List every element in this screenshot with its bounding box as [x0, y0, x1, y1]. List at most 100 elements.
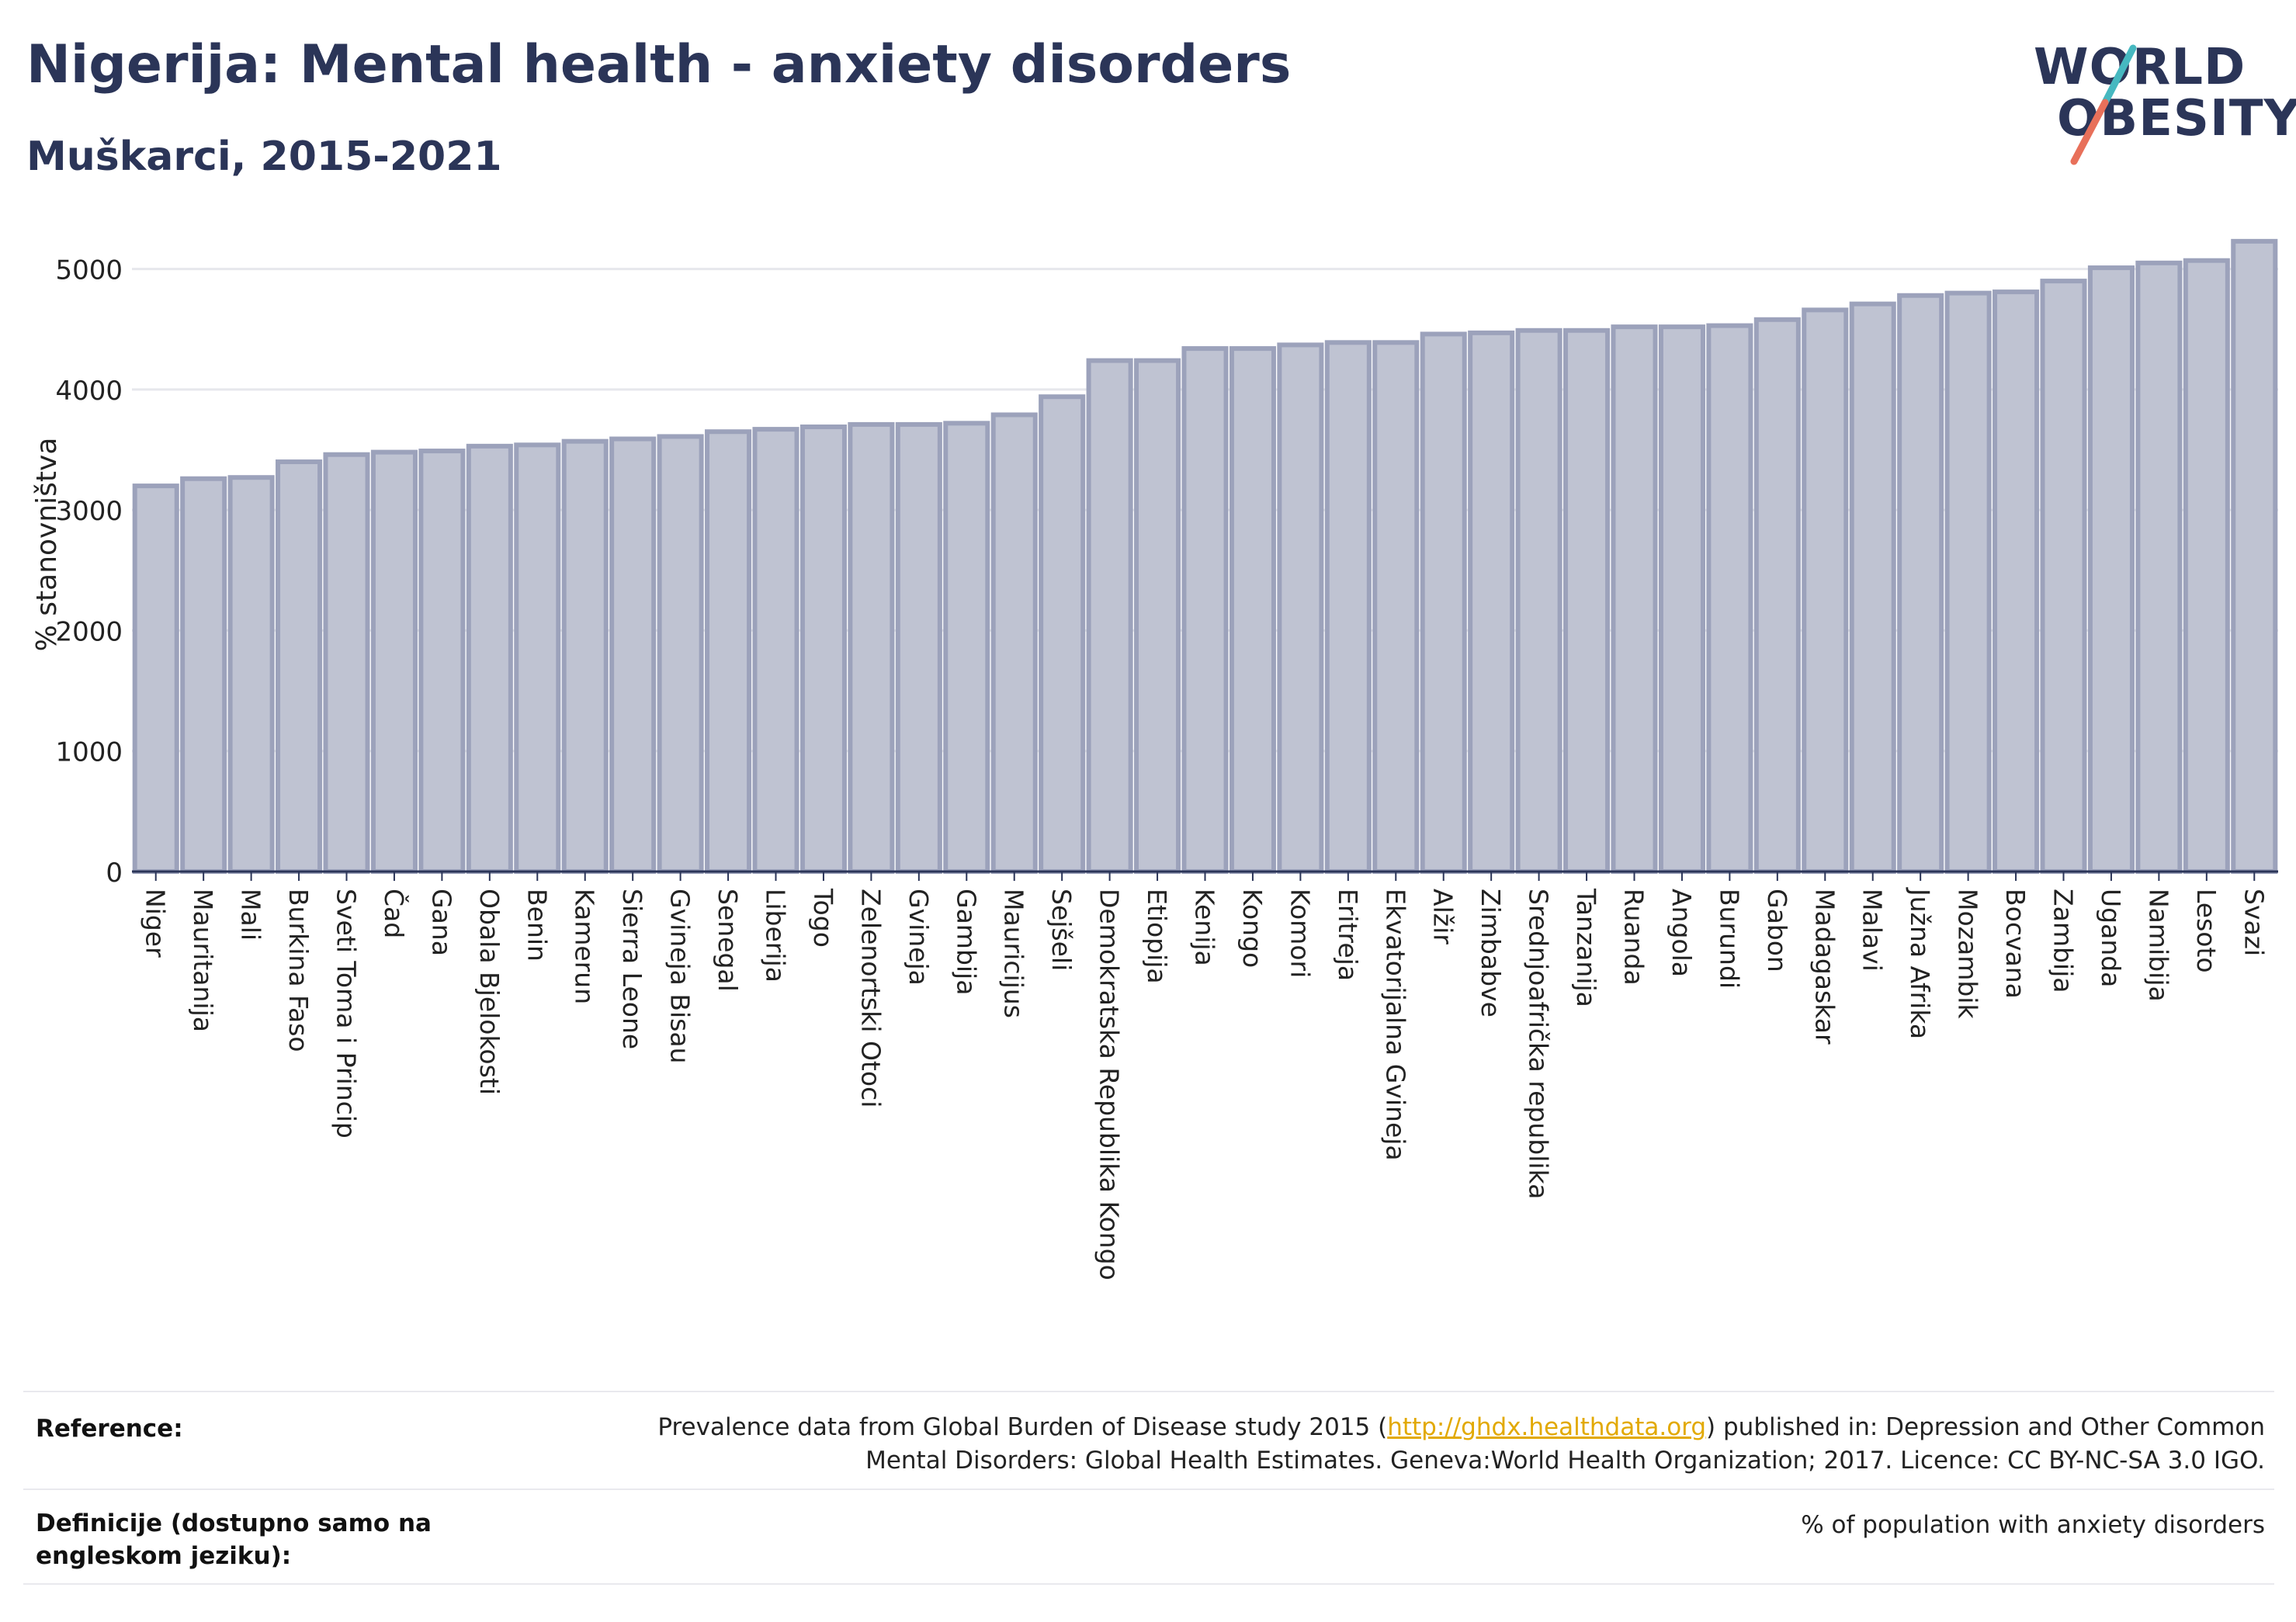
- x-tick-label: Zambija: [2048, 889, 2079, 993]
- bar: [895, 421, 942, 874]
- definition-label: Definicije (dostupno samo na engleskom j…: [36, 1509, 432, 1570]
- bar: [1181, 346, 1229, 874]
- bar: [1039, 394, 1086, 875]
- bar: [370, 449, 418, 874]
- bar: [752, 427, 799, 874]
- definition-text: % of population with anxiety disorders: [1801, 1511, 2265, 1539]
- y-tick-label: 1000: [55, 737, 123, 768]
- bar: [1515, 328, 1562, 874]
- bar: [418, 449, 466, 874]
- bar: [2087, 265, 2135, 874]
- x-tick-label: Kenija: [1190, 889, 1220, 966]
- x-tick-label: Sejšeli: [1046, 889, 1077, 971]
- x-tick-label: Zelenortski Otoci: [855, 889, 886, 1107]
- bar: [609, 436, 657, 874]
- x-tick-label: Kamerun: [570, 889, 600, 1004]
- x-tick-label: Gana: [426, 889, 456, 956]
- bar: [1324, 340, 1372, 874]
- x-tick-label: Malavi: [1857, 889, 1888, 972]
- bar: [1993, 289, 2040, 874]
- bar: [323, 452, 370, 874]
- footer-divider: [23, 1391, 2274, 1392]
- bar: [1468, 330, 1515, 875]
- x-tick-label: Etiopija: [1142, 889, 1172, 984]
- bar: [1611, 324, 1658, 875]
- bar: [848, 421, 895, 874]
- reference-text-after: ) published in: Depression and Other Com…: [865, 1413, 2265, 1475]
- x-tick-label: Komori: [1285, 889, 1315, 978]
- bar-chart: 0 1000 2000 3000 4000 5000 Niger Mauritanija Mal…: [31, 238, 2278, 1281]
- x-tick-label: Čad: [379, 889, 410, 938]
- x-tick-label: Niger: [140, 889, 171, 958]
- reference-link[interactable]: http://ghdx.healthdata.org: [1387, 1413, 1707, 1441]
- x-tick-label: Sveti Toma i Princip: [331, 889, 362, 1139]
- x-tick-label: Uganda: [2096, 889, 2126, 987]
- bar: [2231, 238, 2278, 874]
- y-axis-label: % stanovništva: [31, 438, 63, 652]
- bar: [1086, 358, 1133, 875]
- x-tick-label: Gabon: [1762, 889, 1792, 972]
- x-tick-label: Gambija: [951, 889, 981, 995]
- y-tick-label: 2000: [55, 616, 123, 647]
- x-tick-label: Togo: [808, 888, 838, 948]
- x-tick-label: Burundi: [1714, 889, 1744, 989]
- y-tick-label: 5000: [55, 255, 123, 286]
- bar: [1420, 331, 1467, 874]
- bar: [180, 476, 227, 874]
- x-tick-label: Bocvana: [2000, 889, 2031, 999]
- x-tick-label: Ekvatorijalna Gvineja: [1380, 889, 1410, 1161]
- bar: [799, 425, 847, 874]
- x-tick-label: Mozambik: [1953, 889, 1983, 1019]
- x-tick-label: Senegal: [713, 889, 743, 992]
- x-tick-label: Sierra Leone: [617, 889, 647, 1049]
- y-tick-label: 0: [106, 858, 123, 889]
- bar: [1897, 293, 1944, 874]
- bar: [1372, 340, 1420, 874]
- x-tick-label: Demokratska Republika Kongo: [1094, 889, 1125, 1281]
- bar: [1277, 342, 1324, 874]
- bar: [943, 421, 990, 874]
- x-tick-label: Mauritanija: [188, 889, 218, 1032]
- x-tick-label: Burkina Faso: [283, 889, 314, 1052]
- x-tick-label: Eritreja: [1333, 889, 1363, 981]
- x-tick-label: Mali: [236, 889, 266, 941]
- bar: [1944, 290, 1992, 875]
- x-tick-label: Zimbabve: [1476, 889, 1506, 1017]
- bar: [2183, 258, 2230, 874]
- bar: [1563, 328, 1611, 874]
- x-tick-label: Srednjoafrička republika: [1524, 889, 1554, 1199]
- logo-line-1: WORLD: [2034, 39, 2246, 96]
- x-tick-label: Južna Afrika: [1905, 887, 1935, 1039]
- footer-divider: [23, 1583, 2274, 1585]
- logo-slash-icon: [2070, 44, 2137, 165]
- x-tick-label: Mauricijus: [999, 889, 1029, 1018]
- bar: [276, 459, 323, 874]
- x-tick-label: Angola: [1667, 889, 1697, 977]
- world-obesity-logo: WORLD OBESITY: [2018, 31, 2296, 171]
- y-tick-label: 4000: [55, 376, 123, 407]
- x-tick-label: Gvineja Bisau: [665, 889, 695, 1064]
- bar: [705, 429, 752, 874]
- x-tick-label: Lesoto: [2191, 889, 2221, 973]
- bar: [1658, 324, 1705, 875]
- bar: [1134, 358, 1181, 875]
- y-tick-label: 3000: [55, 496, 123, 527]
- x-tick-label: Obala Bjelokosti: [474, 889, 505, 1095]
- x-tick-label: Liberija: [761, 889, 791, 983]
- bar: [1706, 323, 1753, 874]
- bar: [1849, 301, 1896, 874]
- reference-text: Prevalence data from Global Burden of Di…: [635, 1411, 2265, 1478]
- x-tick-label: Svazi: [2239, 889, 2269, 956]
- bar: [1753, 317, 1801, 874]
- bar: [561, 438, 609, 874]
- bar: [657, 434, 704, 874]
- chart-title: Nigerija: Mental health - anxiety disord…: [26, 34, 1292, 95]
- bar: [2040, 279, 2087, 874]
- chart-subtitle: Muškarci, 2015-2021: [26, 133, 502, 180]
- bar: [514, 442, 561, 874]
- bar: [990, 412, 1038, 874]
- bar: [466, 443, 513, 874]
- bar: [227, 475, 275, 875]
- reference-label: Reference:: [36, 1415, 183, 1443]
- bar: [1802, 307, 1849, 875]
